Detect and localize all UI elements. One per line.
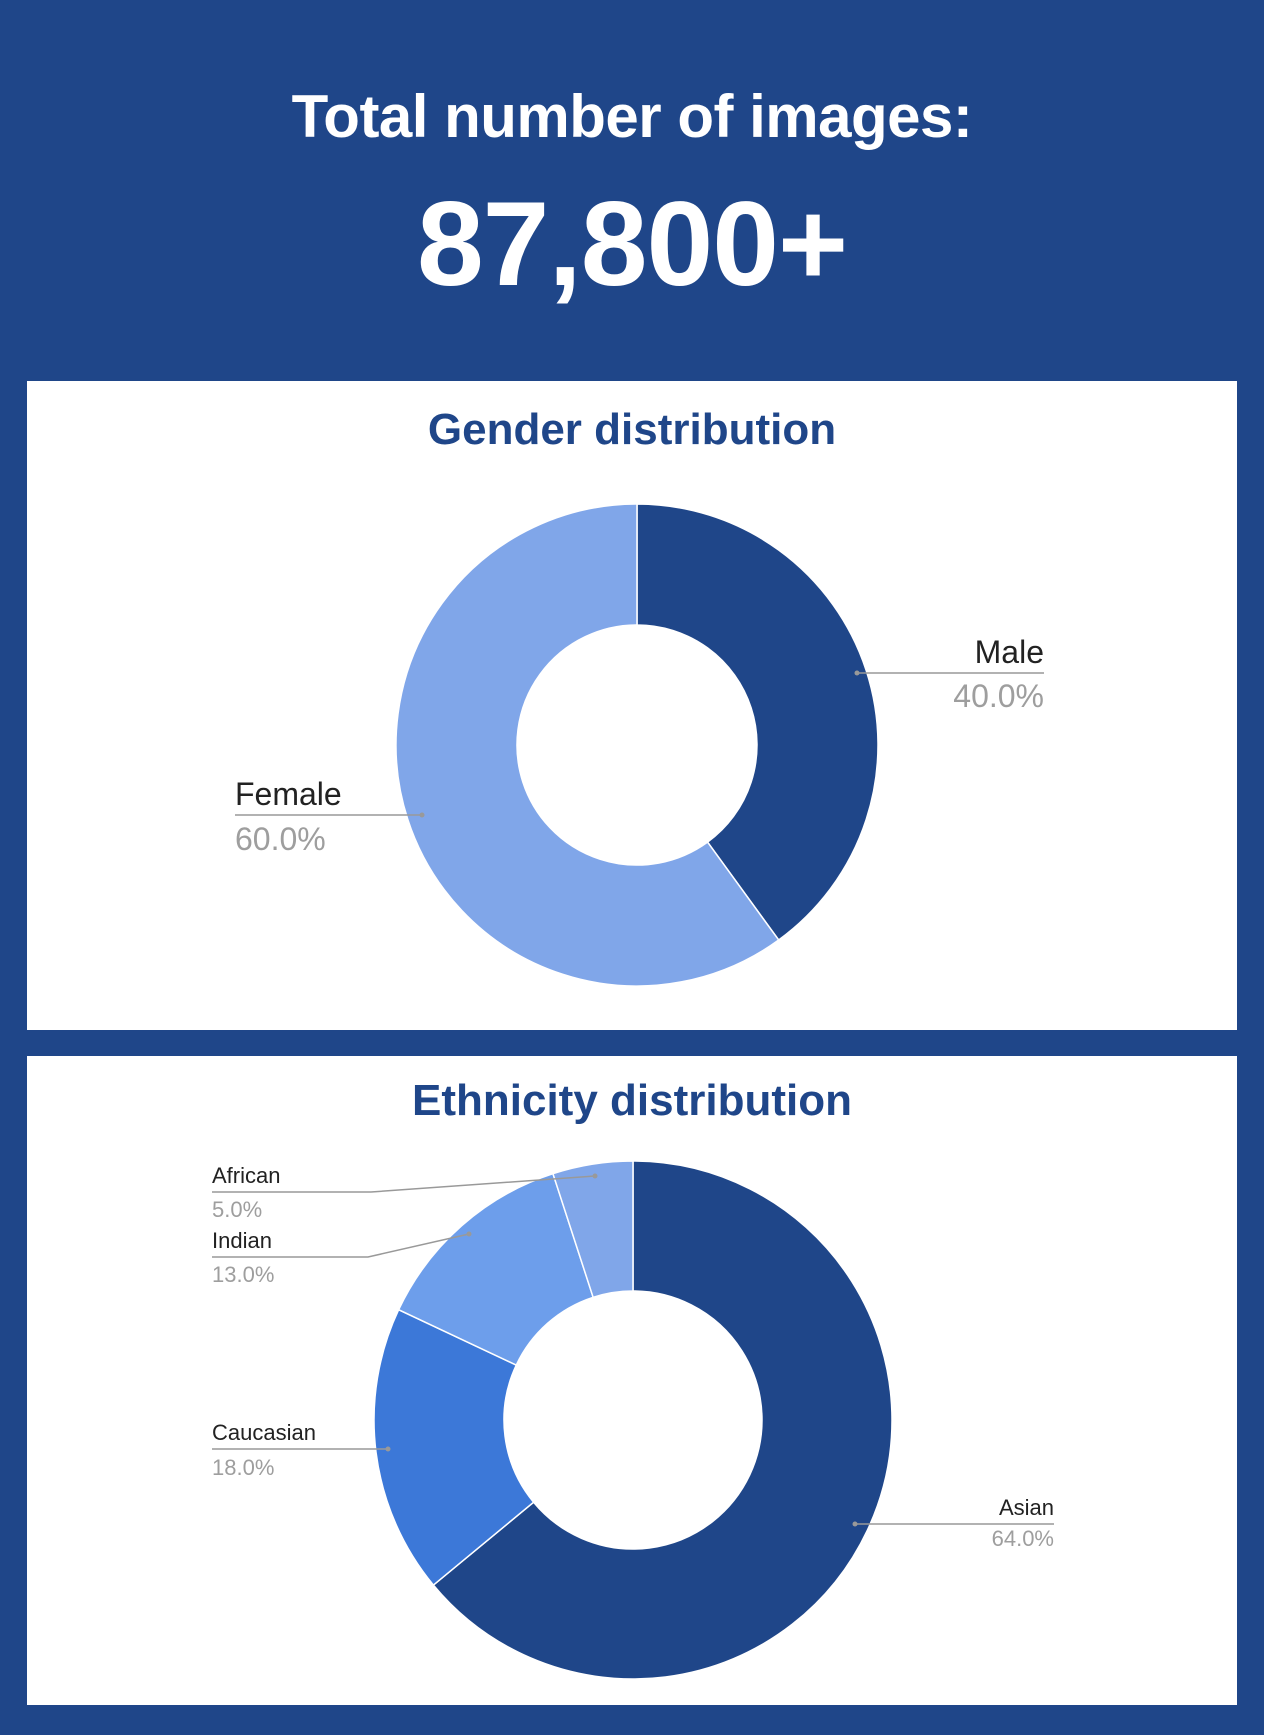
header: Total number of images: 87,800+ bbox=[0, 0, 1264, 370]
slice-caucasian bbox=[373, 1308, 535, 1587]
label-group-asian: Asian 64.0% bbox=[852, 1495, 1054, 1551]
label-name-male: Male bbox=[975, 634, 1044, 670]
label-name-indian: Indian bbox=[212, 1228, 272, 1253]
leader-dot-indian bbox=[466, 1231, 472, 1237]
total-images-title: Total number of images: bbox=[291, 83, 973, 150]
label-name-african: African bbox=[212, 1163, 280, 1188]
ethnicity-chart-title: Ethnicity distribution bbox=[412, 1076, 852, 1125]
leader-dot-caucasian bbox=[385, 1446, 391, 1452]
leader-line-african bbox=[212, 1175, 596, 1193]
gender-chart-panel: Gender distribution Male 40.0% Female 60.0% bbox=[27, 381, 1237, 1030]
label-group-female: Female 60.0% bbox=[235, 776, 425, 857]
label-name-female: Female bbox=[235, 776, 342, 812]
leader-dot-african bbox=[592, 1173, 598, 1179]
label-pct-indian: 13.0% bbox=[212, 1262, 274, 1287]
leader-dot-female bbox=[419, 812, 425, 818]
slice-african bbox=[552, 1160, 634, 1299]
label-pct-asian: 64.0% bbox=[992, 1526, 1054, 1551]
label-pct-female: 60.0% bbox=[235, 821, 326, 857]
gender-chart-title: Gender distribution bbox=[427, 405, 837, 454]
slices bbox=[395, 503, 879, 987]
ethnicity-donut-chart: Asian 64.0% Caucasian 18.0% Indian 13.0% Afric… bbox=[212, 1160, 1054, 1680]
label-group-african: African 5.0% bbox=[212, 1163, 598, 1222]
ethnicity-chart-panel: Ethnicity distribution Asian 64.0% Caucasi… bbox=[27, 1056, 1237, 1705]
slice-asian bbox=[432, 1160, 893, 1680]
leader-line-indian bbox=[212, 1233, 470, 1258]
gender-donut-chart: Male 40.0% Female 60.0% bbox=[235, 503, 1044, 987]
slice-male bbox=[636, 503, 879, 942]
label-name-asian: Asian bbox=[999, 1495, 1054, 1520]
label-group-male: Male 40.0% bbox=[854, 634, 1044, 714]
leader-dot-male bbox=[854, 670, 860, 676]
label-pct-caucasian: 18.0% bbox=[212, 1455, 274, 1480]
slice-female bbox=[395, 503, 780, 987]
label-group-caucasian: Caucasian 18.0% bbox=[212, 1420, 391, 1480]
slices bbox=[373, 1160, 893, 1680]
label-name-caucasian: Caucasian bbox=[212, 1420, 316, 1445]
leader-dot-asian bbox=[852, 1521, 858, 1527]
label-pct-african: 5.0% bbox=[212, 1197, 262, 1222]
label-group-indian: Indian 13.0% bbox=[212, 1228, 472, 1287]
label-pct-male: 40.0% bbox=[953, 678, 1044, 714]
total-images-value: 87,800+ bbox=[416, 177, 848, 311]
